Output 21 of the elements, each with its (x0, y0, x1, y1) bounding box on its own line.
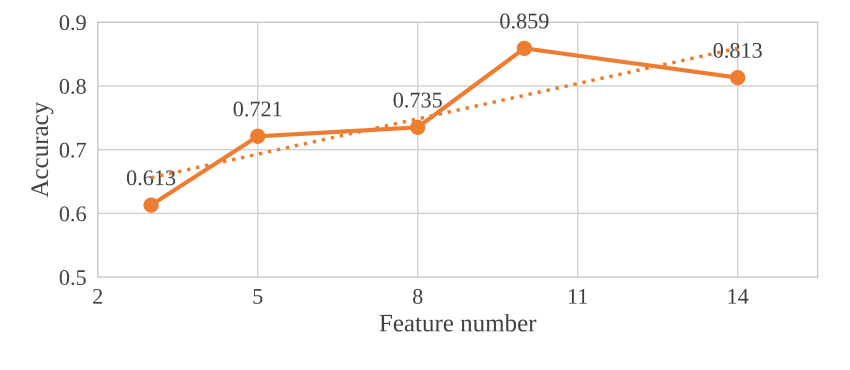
x-tick-label: 14 (728, 288, 748, 304)
data-label: 0.859 (500, 14, 548, 29)
y-axis-title: Accuracy (31, 102, 54, 198)
x-tick-label: 2 (93, 288, 102, 304)
y-tick-label: 0.7 (60, 142, 86, 158)
data-label: 0.613 (126, 170, 176, 186)
point (250, 128, 266, 144)
y-tick-label: 0.9 (60, 15, 86, 30)
point (410, 120, 426, 135)
y-tick-label: 0.6 (60, 206, 86, 222)
data-label: 0.721 (234, 101, 282, 117)
point (143, 197, 159, 213)
x-axis-title: Feature number (380, 314, 536, 332)
y-tick-label: 0.5 (60, 270, 86, 286)
point (730, 70, 746, 86)
x-tick-label: 11 (568, 288, 588, 304)
point (516, 40, 532, 56)
y-tick-label: 0.8 (60, 78, 86, 94)
x-tick-label: 5 (253, 289, 262, 304)
data-label: 0.735 (394, 92, 442, 108)
x-tick-label: 8 (413, 288, 422, 304)
